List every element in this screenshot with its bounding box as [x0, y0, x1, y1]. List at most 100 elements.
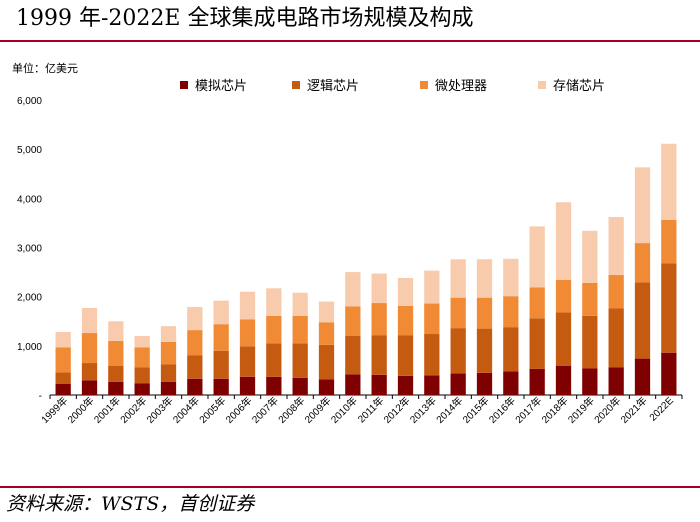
- unit-label: 单位：亿美元: [12, 61, 78, 75]
- bar-segment: [108, 321, 124, 341]
- bar-segment: [529, 226, 545, 288]
- bar-segment: [187, 306, 203, 331]
- bar-segment: [292, 343, 308, 378]
- bar-segment: [213, 350, 229, 379]
- bar-segment: [160, 364, 177, 382]
- bar-segment: [213, 324, 229, 351]
- bar-segment: [345, 374, 361, 395]
- bar-segment: [160, 341, 177, 365]
- legend-label: 逻辑芯片: [307, 79, 359, 94]
- x-tick-label: 2006年: [223, 394, 255, 426]
- bar-segment: [503, 258, 519, 297]
- bar-segment: [266, 315, 282, 344]
- bar-segment: [397, 277, 414, 307]
- bar-segment: [108, 381, 124, 395]
- bar-segment: [292, 292, 308, 316]
- bar-segment: [424, 270, 440, 304]
- bar-segment: [213, 300, 229, 325]
- bar-segment: [634, 167, 651, 244]
- x-tick-label: 2004年: [170, 394, 202, 426]
- x-tick-label: 2005年: [196, 394, 228, 426]
- bar-segment: [81, 380, 98, 395]
- bar-segment: [634, 282, 651, 359]
- bar-segment: [318, 301, 335, 323]
- bar-segment: [187, 378, 203, 395]
- bar-segment: [661, 263, 677, 353]
- bar-segment: [608, 308, 624, 368]
- bar-segment: [239, 346, 256, 377]
- y-tick-label: 5,000: [17, 145, 42, 156]
- y-tick-label: 2,000: [17, 293, 42, 304]
- x-tick-label: 2017年: [512, 394, 544, 426]
- bar-segment: [503, 327, 519, 372]
- bar-segment: [55, 332, 71, 348]
- bar-segment: [661, 143, 677, 220]
- bar-segment: [608, 217, 624, 276]
- bar-segment: [582, 315, 598, 369]
- bar-segment: [476, 372, 493, 395]
- bar-segment: [476, 259, 493, 298]
- x-tick-label: 2012年: [381, 394, 413, 426]
- bar-segment: [134, 383, 150, 395]
- bar-segment: [108, 365, 124, 382]
- bar-segment: [582, 368, 598, 395]
- x-tick-label: 2021年: [618, 394, 650, 426]
- x-tick-label: 2002年: [117, 394, 149, 426]
- legend-swatch: [538, 81, 546, 89]
- legend-label: 微处理器: [435, 79, 487, 94]
- bar-segment: [424, 334, 440, 376]
- x-tick-label: 2010年: [328, 394, 360, 426]
- bar-segment: [608, 367, 624, 395]
- x-tick-label: 2011年: [355, 394, 386, 425]
- bar-segment: [134, 336, 150, 348]
- legend-label: 模拟芯片: [195, 79, 247, 94]
- bar-segment: [239, 376, 256, 395]
- bar-segment: [160, 381, 177, 395]
- y-tick-label: 1,000: [17, 342, 42, 353]
- bar-segment: [371, 303, 387, 336]
- bar-segment: [187, 330, 203, 356]
- bar-segment: [397, 375, 414, 395]
- bar-segment: [292, 377, 308, 395]
- bar-segment: [345, 272, 361, 307]
- bar-segment: [529, 318, 545, 369]
- stacked-bar-chart: 单位：亿美元 模拟芯片 逻辑芯片 微处理器 存储芯片 - 1,000 2,000 3,000…: [12, 61, 683, 426]
- x-tick-label: 2016年: [486, 394, 518, 426]
- bar-segment: [239, 319, 256, 347]
- bar-segment: [503, 296, 519, 328]
- legend-label: 存储芯片: [553, 79, 605, 94]
- x-tick-label: 2007年: [249, 394, 281, 426]
- bar-segment: [160, 326, 177, 342]
- bar-segment: [81, 333, 98, 364]
- bar-segment: [397, 335, 414, 376]
- bar-segment: [266, 376, 282, 395]
- bottom-divider: [0, 486, 700, 488]
- x-tick-label: 2001年: [91, 394, 123, 426]
- bar-segment: [187, 355, 203, 379]
- bar-segment: [661, 352, 677, 395]
- x-tick-label: 2008年: [275, 394, 307, 426]
- bar-segment: [503, 371, 519, 395]
- bar-segment: [450, 259, 466, 298]
- x-tick-label: 2018年: [539, 394, 571, 426]
- bar-segment: [55, 383, 71, 395]
- bar-segment: [213, 378, 229, 395]
- bar-segment: [424, 375, 440, 395]
- x-tick-label: 2020年: [591, 394, 623, 426]
- top-divider: [0, 40, 700, 42]
- bar-segment: [81, 307, 98, 334]
- bar-segment: [397, 306, 414, 336]
- bar-segment: [345, 336, 361, 375]
- bar-segment: [529, 287, 545, 319]
- bar-segment: [134, 367, 150, 384]
- bar-segment: [582, 230, 598, 283]
- x-axis: 1999年2000年2001年2002年2003年2004年2005年2006年…: [38, 394, 683, 426]
- bar-segment: [424, 303, 440, 335]
- x-tick-label: 2013年: [407, 394, 439, 426]
- x-tick-label: 2022E: [648, 395, 676, 423]
- bar-segment: [555, 279, 572, 313]
- bar-segment: [371, 335, 387, 375]
- x-tick-label: 2009年: [302, 394, 334, 426]
- bar-segment: [371, 273, 387, 304]
- bar-segment: [266, 343, 282, 377]
